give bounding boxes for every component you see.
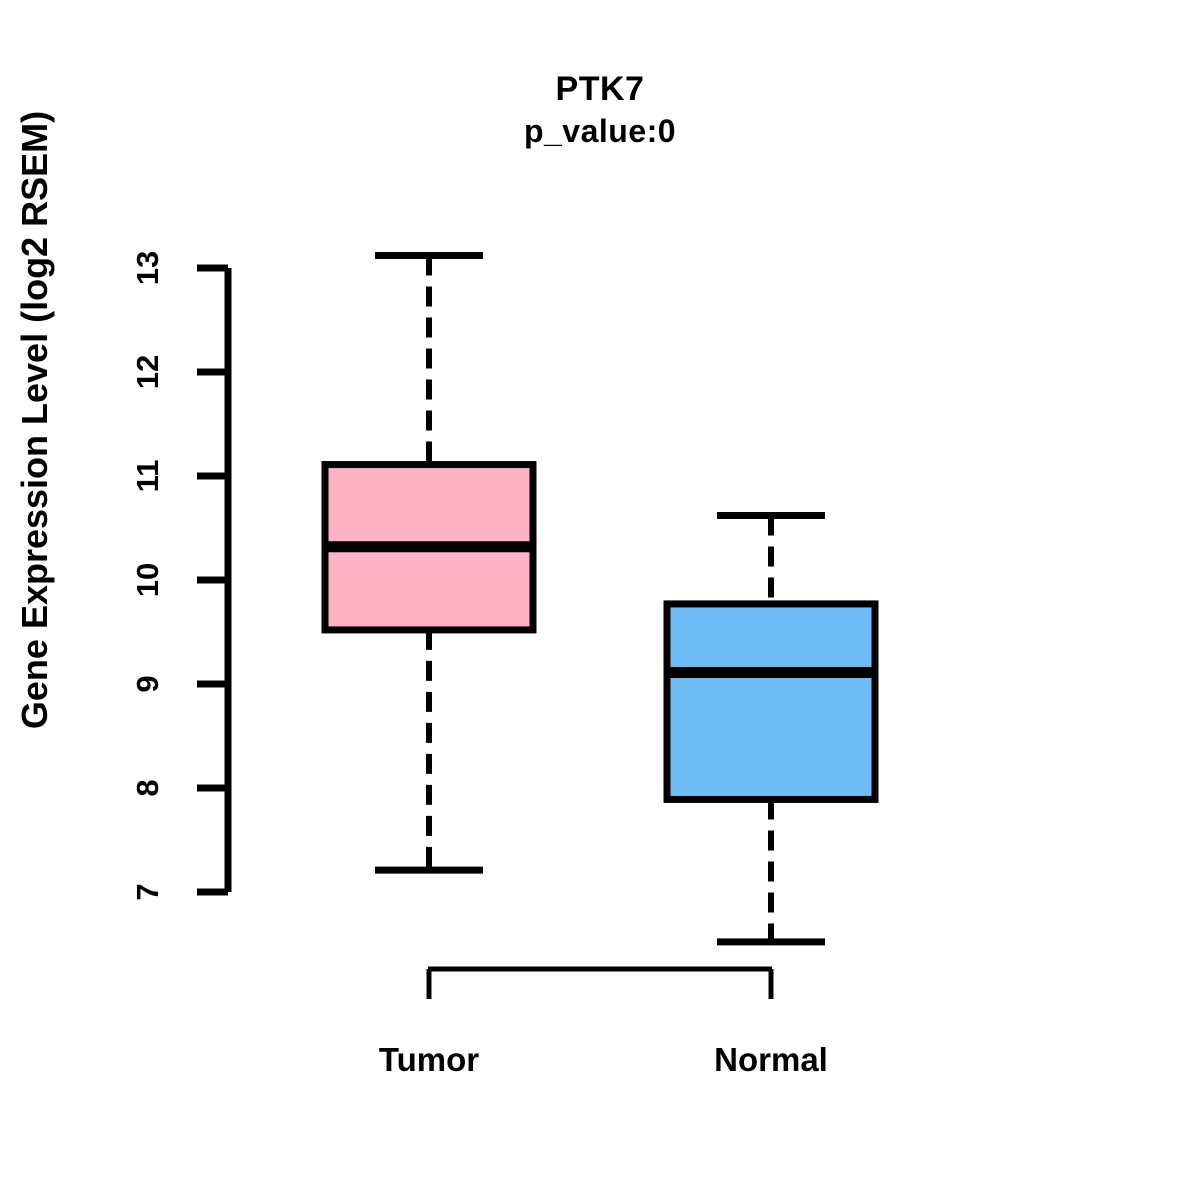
box-rect-normal[interactable] [663, 600, 879, 803]
y-axis [197, 264, 232, 896]
box-tumor[interactable] [321, 252, 537, 874]
x-axis [426, 966, 774, 999]
box-normal[interactable] [663, 512, 879, 946]
